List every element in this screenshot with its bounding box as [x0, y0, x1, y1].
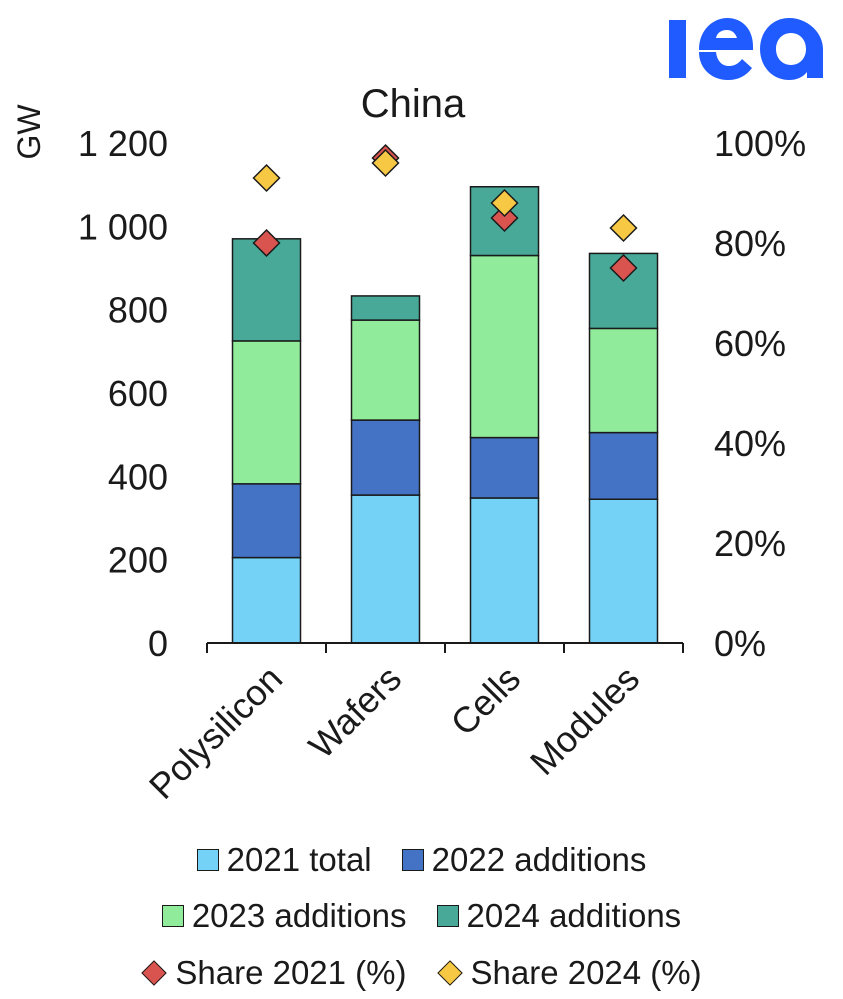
x-tick-label-modules: Modules — [522, 658, 647, 783]
bar-segment-wafers-2 — [350, 419, 421, 496]
y2-tick-label: 60% — [714, 323, 786, 364]
legend-row-1: 2021 total 2022 additions — [0, 841, 843, 879]
marker-share-2024-modules — [609, 213, 638, 243]
y2-axis-ticks: 0% 20% 40% 60% 80% 100% — [714, 123, 806, 664]
chart-title: China — [361, 82, 466, 126]
bar-segment-polysilicon-2 — [231, 483, 302, 559]
y-tick-label: 0 — [148, 623, 168, 664]
bar-segment-wafers-4 — [350, 295, 421, 321]
y2-tick-label: 80% — [714, 223, 786, 264]
marker-share-2024-polysilicon — [252, 163, 281, 193]
legend-swatch-2022-additions — [401, 849, 424, 871]
bar-segment-polysilicon-1 — [231, 556, 302, 644]
legend-item-2023-additions: 2023 additions — [161, 897, 407, 935]
legend-row-3: Share 2021 (%) Share 2024 (%) — [0, 954, 843, 992]
legend-item-2024-additions: 2024 additions — [436, 897, 682, 935]
legend-diamond-share-2024 — [436, 960, 463, 986]
marker-share-2021-cells — [490, 203, 519, 233]
y-tick-label: 800 — [108, 290, 168, 331]
bar-segment-wafers-1 — [350, 494, 421, 644]
bar-segment-modules-2 — [588, 431, 659, 501]
bar-segment-cells-2 — [469, 436, 540, 499]
y-axis-label: GW — [11, 104, 47, 160]
y2-tick-label: 40% — [714, 423, 786, 464]
legend-label-2022-additions: 2022 additions — [431, 841, 647, 878]
legend-label-2024-additions: 2024 additions — [466, 897, 682, 934]
iea-logo — [669, 18, 823, 80]
legend-label-share-2024: Share 2024 (%) — [470, 954, 702, 991]
bar-segment-modules-3 — [588, 327, 659, 434]
y-tick-label: 1 000 — [78, 206, 168, 247]
y2-tick-label: 0% — [714, 623, 766, 664]
bar-segment-polysilicon-3 — [231, 340, 302, 485]
marker-share-2021-polysilicon — [252, 228, 281, 258]
legend-item-share-2024: Share 2024 (%) — [436, 954, 702, 992]
legend-item-2022-additions: 2022 additions — [401, 841, 647, 879]
y2-tick-label: 20% — [714, 523, 786, 564]
x-tick-label-wafers: Wafers — [300, 658, 409, 767]
legend-label-2023-additions: 2023 additions — [191, 897, 407, 934]
legend-label-share-2021: Share 2021 (%) — [175, 954, 407, 991]
legend-swatch-2021-total — [196, 849, 219, 871]
legend-swatch-2024-additions — [436, 905, 459, 927]
y-tick-label: 600 — [108, 373, 168, 414]
y-axis-ticks: 0 200 400 600 800 1 000 1 200 — [78, 123, 168, 664]
bar-segment-modules-1 — [588, 498, 659, 644]
x-tick-label-polysilicon: Polysilicon — [141, 658, 290, 807]
legend-swatch-2023-additions — [161, 905, 184, 927]
marker-share-2024-cells — [490, 188, 519, 218]
y2-tick-label: 100% — [714, 123, 806, 164]
bar-segment-polysilicon-4 — [231, 238, 302, 342]
legend-item-2021-total: 2021 total — [196, 841, 372, 879]
bar-series-group — [231, 186, 659, 644]
legend-label-2021-total: 2021 total — [226, 841, 372, 878]
x-axis-ticks — [206, 643, 684, 653]
marker-share-2024-wafers — [371, 148, 400, 178]
bar-segment-cells-1 — [469, 497, 540, 644]
x-tick-label-cells: Cells — [443, 658, 529, 744]
legend-item-share-2021: Share 2021 (%) — [141, 954, 407, 992]
marker-share-2021-modules — [609, 253, 638, 283]
bar-segment-wafers-3 — [350, 319, 421, 421]
y-tick-label: 1 200 — [78, 123, 168, 164]
legend-row-2: 2023 additions 2024 additions — [0, 897, 843, 935]
bar-segment-cells-3 — [469, 254, 540, 439]
y-tick-label: 400 — [108, 456, 168, 497]
marker-series-group — [252, 143, 638, 283]
y-tick-label: 200 — [108, 540, 168, 581]
legend-diamond-share-2021 — [141, 960, 168, 986]
